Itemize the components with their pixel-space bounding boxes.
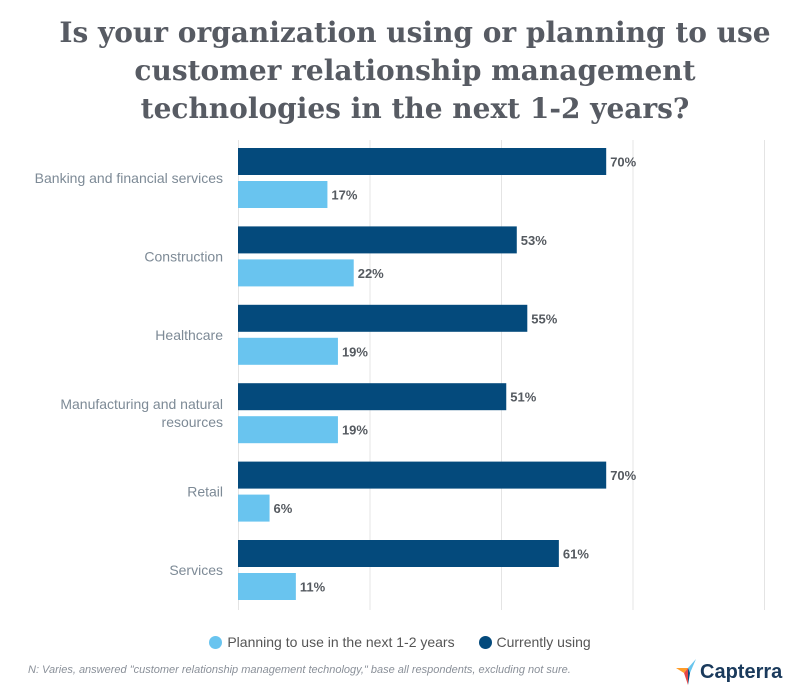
legend: Planning to use in the next 1-2 years Cu… xyxy=(0,634,800,652)
data-label: 70% xyxy=(610,468,636,483)
capterra-logo: Capterra xyxy=(676,659,782,685)
brand-name: Capterra xyxy=(700,660,783,683)
legend-dot xyxy=(209,635,223,649)
bar xyxy=(238,148,607,175)
bar xyxy=(238,304,528,332)
category-label: Construction xyxy=(144,248,223,264)
data-label: 11% xyxy=(300,580,326,595)
data-label: 70% xyxy=(610,155,636,170)
data-label: 53% xyxy=(521,233,547,248)
category-label: Services xyxy=(169,562,223,578)
data-label: 19% xyxy=(342,423,368,438)
category-label: Banking and financial services xyxy=(35,170,223,186)
capterra-logo-icon xyxy=(676,659,696,685)
data-label: 61% xyxy=(563,547,589,562)
chart-title: Is your organization using or planning t… xyxy=(20,14,800,128)
title-line: technologies in the next 1-2 years? xyxy=(140,92,690,125)
legend-item-current: Currently using xyxy=(478,634,591,650)
data-label: 19% xyxy=(342,344,368,359)
data-label: 17% xyxy=(331,188,357,203)
category-label: Healthcare xyxy=(155,327,223,343)
bar xyxy=(238,181,328,208)
bar xyxy=(238,461,607,489)
bar xyxy=(238,259,354,287)
bar xyxy=(238,383,507,411)
legend-label: Planning to use in the next 1-2 years xyxy=(227,634,455,650)
bar xyxy=(238,226,517,254)
data-label: 51% xyxy=(510,390,536,405)
title-line: customer relationship management xyxy=(134,54,696,87)
category-label: Manufacturing and natural xyxy=(60,396,223,412)
bar xyxy=(238,494,270,522)
data-label: 6% xyxy=(274,501,293,516)
category-label: Retail xyxy=(187,484,223,500)
category-label: resources xyxy=(162,414,223,430)
legend-label: Currently using xyxy=(496,634,591,650)
data-label: 22% xyxy=(358,266,384,281)
legend-item-planning: Planning to use in the next 1-2 years xyxy=(209,634,455,650)
legend-dot xyxy=(478,635,492,649)
footnote: N: Varies, answered "customer relationsh… xyxy=(28,664,571,676)
title-line: Is your organization using or planning t… xyxy=(59,16,771,49)
bar xyxy=(238,573,296,600)
bar xyxy=(238,337,338,365)
bar xyxy=(238,540,559,567)
bar xyxy=(238,416,338,444)
data-label: 55% xyxy=(531,311,557,326)
